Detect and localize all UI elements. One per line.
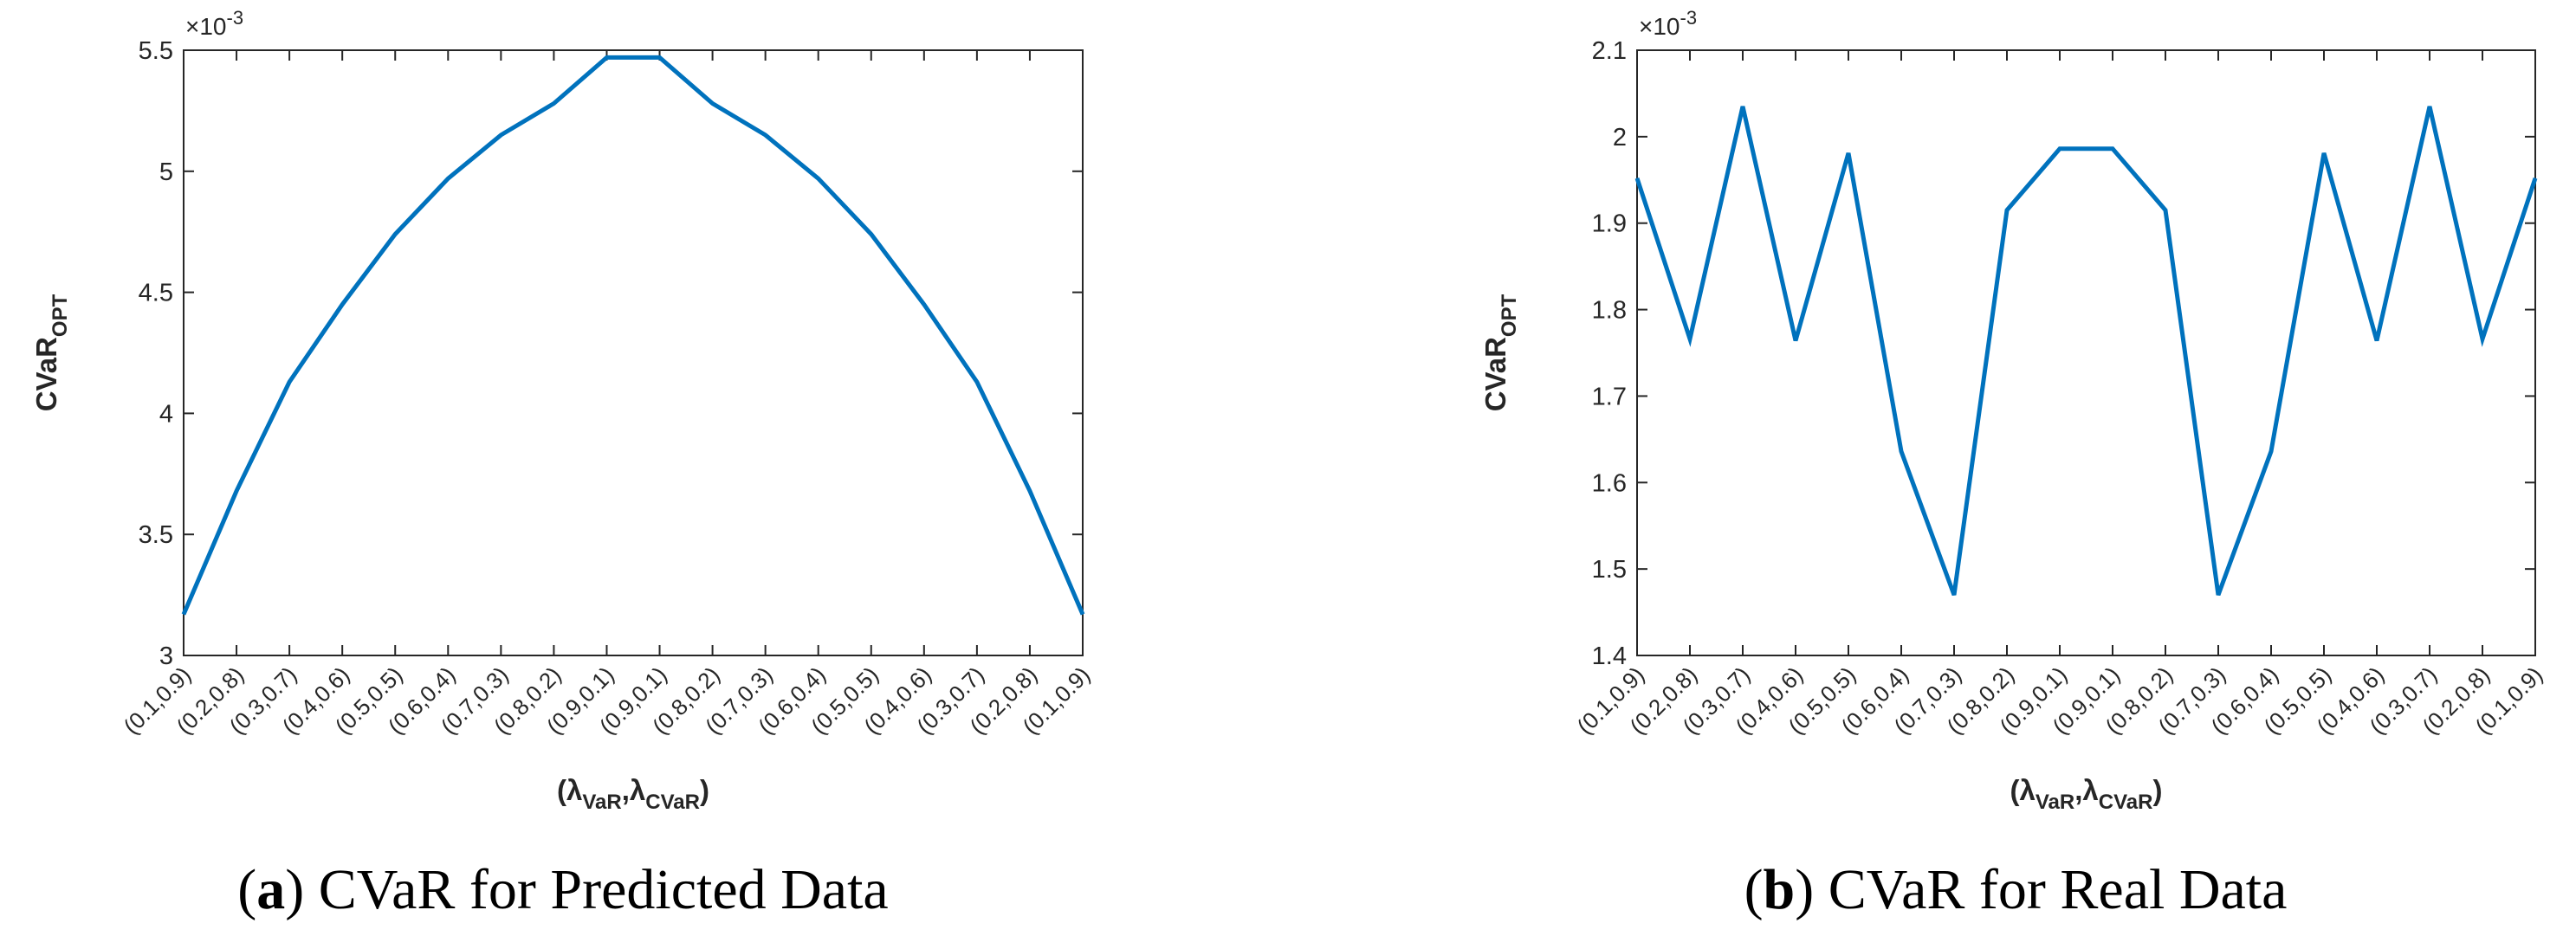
x-axis-label-a: (λVaR,λCVaR) [557, 774, 709, 814]
data-point-a [288, 381, 290, 383]
chart-b: 1.41.51.61.71.81.922.1(0.1,0.9)(0.2,0.8)… [1479, 7, 2547, 814]
ytick-label-a: 3.5 [139, 521, 173, 549]
data-point-a [765, 134, 767, 136]
data-point-b [1953, 594, 1955, 596]
caption-a-label: a [256, 858, 286, 921]
data-point-a [553, 103, 554, 105]
data-point-a [1029, 490, 1031, 492]
data-point-a [605, 56, 607, 58]
x-axis-label-b: (λVaR,λCVaR) [2010, 774, 2163, 814]
panel-b: 1.4 1.5 1.6 1.7 1.8 1.9 2 2.1 (0.1,0.9) (0.2,0.8)… [1455, 0, 2576, 949]
caption-a-text: ) CVaR for Predicted Data [285, 858, 889, 921]
caption-b-label: b [1763, 858, 1796, 921]
ytick-label-a: 4 [159, 400, 173, 428]
caption-b: (b) CVaR for Real Data [1744, 858, 2288, 921]
ytick-label-b: 2.1 [1592, 37, 1627, 65]
data-point-b [2323, 152, 2325, 154]
ytick-label-b: 1.8 [1592, 297, 1627, 325]
data-point-b [2217, 594, 2219, 596]
ytick-label-b: 1.6 [1592, 469, 1627, 497]
ytick-label-b: 1.4 [1592, 642, 1627, 670]
ytick-label-b: 1.7 [1592, 383, 1627, 410]
data-point-b [1848, 152, 1849, 154]
data-point-a [1082, 613, 1084, 615]
ytick-label-b: 2 [1613, 124, 1627, 152]
y-axis-label-b: CVaROPT [1479, 294, 1521, 411]
plot-area-b [1636, 49, 2536, 656]
ytick-label-b: 1.9 [1592, 210, 1627, 238]
exponent-label-a: ×10-3 [185, 7, 243, 40]
plot-area-a [183, 49, 1084, 656]
data-point-b [2270, 450, 2272, 452]
ytick-label-a: 4.5 [139, 280, 173, 307]
data-point-a [976, 381, 978, 383]
data-point-b [1742, 106, 1744, 107]
caption-a: (a) CVaR for Predicted Data [237, 858, 889, 921]
ytick-label-b: 1.5 [1592, 556, 1627, 584]
data-point-a [712, 103, 714, 105]
data-point-a [659, 56, 661, 58]
exponent-label-b: ×10-3 [1639, 7, 1697, 40]
data-point-b [2059, 148, 2061, 150]
data-point-a [394, 233, 396, 235]
y-axis-label-a: CVaROPT [30, 294, 72, 411]
series-line-a [181, 55, 1085, 616]
data-point-a [341, 304, 343, 306]
data-point-b [1900, 450, 1902, 452]
ytick-label-a: 3 [159, 642, 173, 670]
data-point-a [447, 178, 449, 179]
data-point-a [236, 490, 237, 492]
series-line-b [1634, 106, 2538, 596]
data-point-a [923, 304, 925, 306]
panel-a: 3 3.5 4 4.5 5 5.5 (0.1,0.9) (0.2,0.8) (0.3,0.7)(… [0, 0, 1126, 949]
ytick-label-a: 5 [159, 158, 173, 186]
data-point-a [818, 178, 819, 179]
chart-a: 33.544.555.5(0.1,0.9)(0.2,0.8)(0.3,0.7)(… [30, 7, 1095, 814]
caption-b-text: ) CVaR for Real Data [1795, 858, 2288, 921]
data-point-a [500, 134, 502, 136]
data-point-b [2376, 340, 2378, 342]
ytick-label-a: 5.5 [139, 37, 173, 65]
